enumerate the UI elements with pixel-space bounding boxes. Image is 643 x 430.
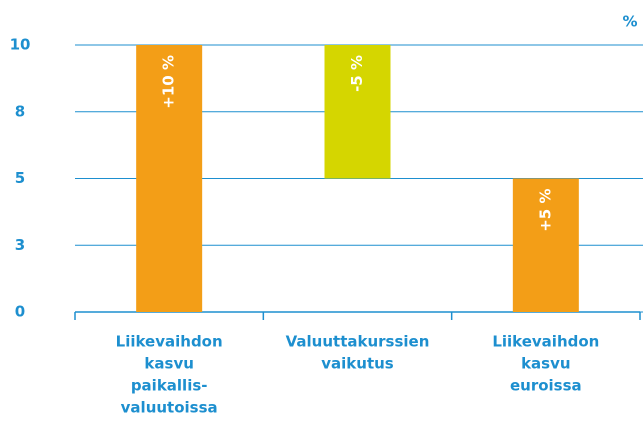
x-tick-label: valuutoissa bbox=[121, 399, 218, 417]
x-tick-label: paikallis- bbox=[131, 377, 208, 395]
y-tick-label: 8 bbox=[15, 102, 25, 120]
bar bbox=[512, 178, 579, 312]
data-label: +5 % bbox=[536, 189, 554, 232]
x-tick-label: kasvu bbox=[521, 355, 570, 373]
y-tick-label: 5 bbox=[15, 169, 25, 187]
y-tick-label: 10 bbox=[10, 36, 31, 54]
bar bbox=[136, 45, 203, 312]
bar bbox=[324, 45, 391, 179]
x-tick-label: vaikutus bbox=[321, 355, 394, 373]
data-label: +10 % bbox=[160, 55, 178, 109]
x-tick-label: Liikevaihdon bbox=[492, 333, 599, 351]
x-tick-label: euroissa bbox=[510, 377, 582, 395]
x-tick-label: kasvu bbox=[144, 355, 193, 373]
unit-label: % bbox=[622, 13, 637, 31]
x-tick-label: Liikevaihdon bbox=[116, 333, 223, 351]
data-label: -5 % bbox=[348, 55, 366, 92]
y-tick-label: 3 bbox=[15, 236, 25, 254]
x-tick-label: Valuuttakurssien bbox=[286, 333, 430, 351]
y-tick-label: 0 bbox=[15, 303, 25, 321]
